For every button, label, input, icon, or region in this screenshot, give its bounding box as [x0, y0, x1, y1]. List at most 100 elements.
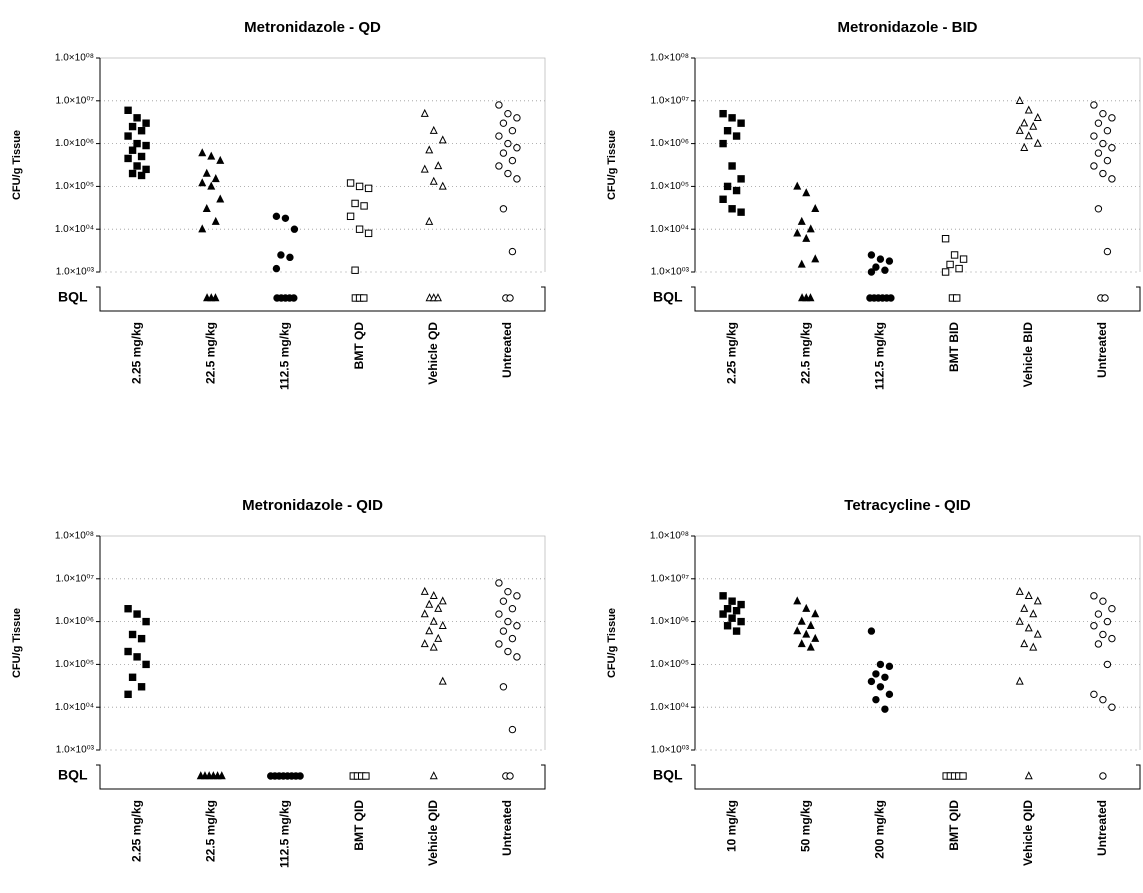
data-point — [1090, 162, 1098, 170]
data-point — [438, 181, 447, 190]
data-point — [508, 247, 517, 256]
data-point — [1103, 156, 1112, 165]
bql-point — [360, 294, 368, 302]
data-point — [1033, 138, 1042, 147]
data-point — [211, 174, 220, 183]
data-point — [1108, 175, 1116, 183]
chart-title: Metronidazole - BID — [837, 19, 977, 36]
bql-point — [952, 294, 961, 302]
y-tick-label: 1.0×10⁰⁴ — [55, 702, 94, 713]
data-point — [797, 259, 806, 268]
data-point — [124, 605, 132, 613]
bql-frame — [691, 286, 1141, 312]
data-point — [1024, 591, 1033, 600]
data-point — [728, 597, 736, 605]
data-point — [793, 626, 802, 635]
data-point — [732, 627, 741, 635]
y-tick-label: 1.0×10⁰⁵ — [650, 181, 689, 192]
data-point — [438, 135, 447, 144]
data-point — [793, 596, 802, 605]
data-point — [1103, 127, 1112, 135]
y-tick-label: 1.0×10⁰⁶ — [55, 616, 94, 627]
data-point — [420, 586, 429, 595]
data-point — [420, 164, 429, 173]
data-point — [950, 251, 959, 259]
data-point — [876, 683, 885, 691]
category-label: 50 mg/kg — [798, 800, 812, 852]
data-point — [133, 114, 141, 122]
data-point — [719, 592, 727, 600]
data-point — [429, 176, 438, 185]
data-point — [438, 676, 447, 685]
data-point — [508, 156, 517, 165]
category-label: 22.5 mg/kg — [798, 322, 812, 384]
data-point — [811, 633, 820, 642]
data-point — [429, 616, 438, 625]
data-point — [513, 114, 521, 122]
data-point — [1015, 95, 1024, 104]
data-point — [728, 114, 736, 122]
bql-label: BQL — [653, 767, 683, 783]
category-label: Vehicle QID — [1021, 800, 1035, 866]
data-point — [429, 642, 438, 651]
category-label: 2.25 mg/kg — [129, 322, 143, 384]
data-point — [719, 109, 727, 118]
data-point — [434, 633, 443, 642]
data-point — [128, 673, 137, 681]
data-point — [495, 610, 503, 618]
bql-label: BQL — [58, 289, 88, 305]
bql-point — [887, 294, 895, 302]
bql-point — [806, 293, 815, 302]
data-point — [504, 647, 512, 656]
data-point — [499, 205, 508, 213]
category-label: 10 mg/kg — [724, 800, 738, 852]
data-point — [1094, 640, 1103, 648]
y-axis-label: CFU/g Tissue — [606, 130, 618, 200]
data-point — [508, 725, 517, 734]
data-point — [124, 647, 132, 656]
data-point — [513, 622, 521, 630]
data-point — [508, 605, 517, 613]
data-point — [429, 591, 438, 600]
y-tick-label: 1.0×10⁰⁵ — [650, 659, 689, 670]
data-point — [806, 620, 815, 629]
data-point — [495, 162, 503, 170]
category-label: 112.5 mg/kg — [278, 800, 292, 868]
data-point — [728, 205, 736, 213]
data-point — [872, 263, 880, 271]
data-point — [420, 108, 429, 117]
data-point — [504, 169, 512, 178]
y-tick-label: 1.0×10⁰⁵ — [55, 659, 94, 670]
y-tick-label: 1.0×10⁰⁴ — [650, 702, 689, 713]
data-point — [1099, 630, 1107, 639]
data-point — [941, 268, 950, 276]
data-point — [508, 127, 517, 135]
data-point — [1020, 639, 1029, 648]
bql-point — [429, 771, 438, 780]
data-point — [1024, 131, 1033, 140]
data-point — [1099, 139, 1107, 148]
data-point — [737, 617, 745, 626]
data-point — [513, 653, 521, 661]
data-point — [885, 690, 894, 699]
data-point — [876, 660, 885, 669]
data-point — [1015, 616, 1024, 625]
data-point — [728, 614, 736, 622]
y-tick-label: 1.0×10⁰⁴ — [650, 224, 689, 235]
y-tick-label: 1.0×10⁰⁷ — [56, 95, 95, 106]
data-point — [1020, 603, 1029, 612]
data-point — [504, 587, 512, 596]
data-point — [272, 212, 281, 221]
plot-frame — [100, 57, 546, 272]
data-point — [124, 154, 132, 163]
data-point — [495, 640, 503, 648]
bql-point — [1099, 772, 1107, 780]
data-point — [723, 182, 732, 191]
data-point — [434, 603, 443, 612]
data-point — [723, 605, 732, 613]
data-point — [867, 677, 876, 686]
data-point — [133, 162, 141, 170]
y-tick-label: 1.0×10⁰⁸ — [55, 53, 94, 64]
data-point — [811, 203, 820, 212]
data-point — [723, 127, 732, 135]
